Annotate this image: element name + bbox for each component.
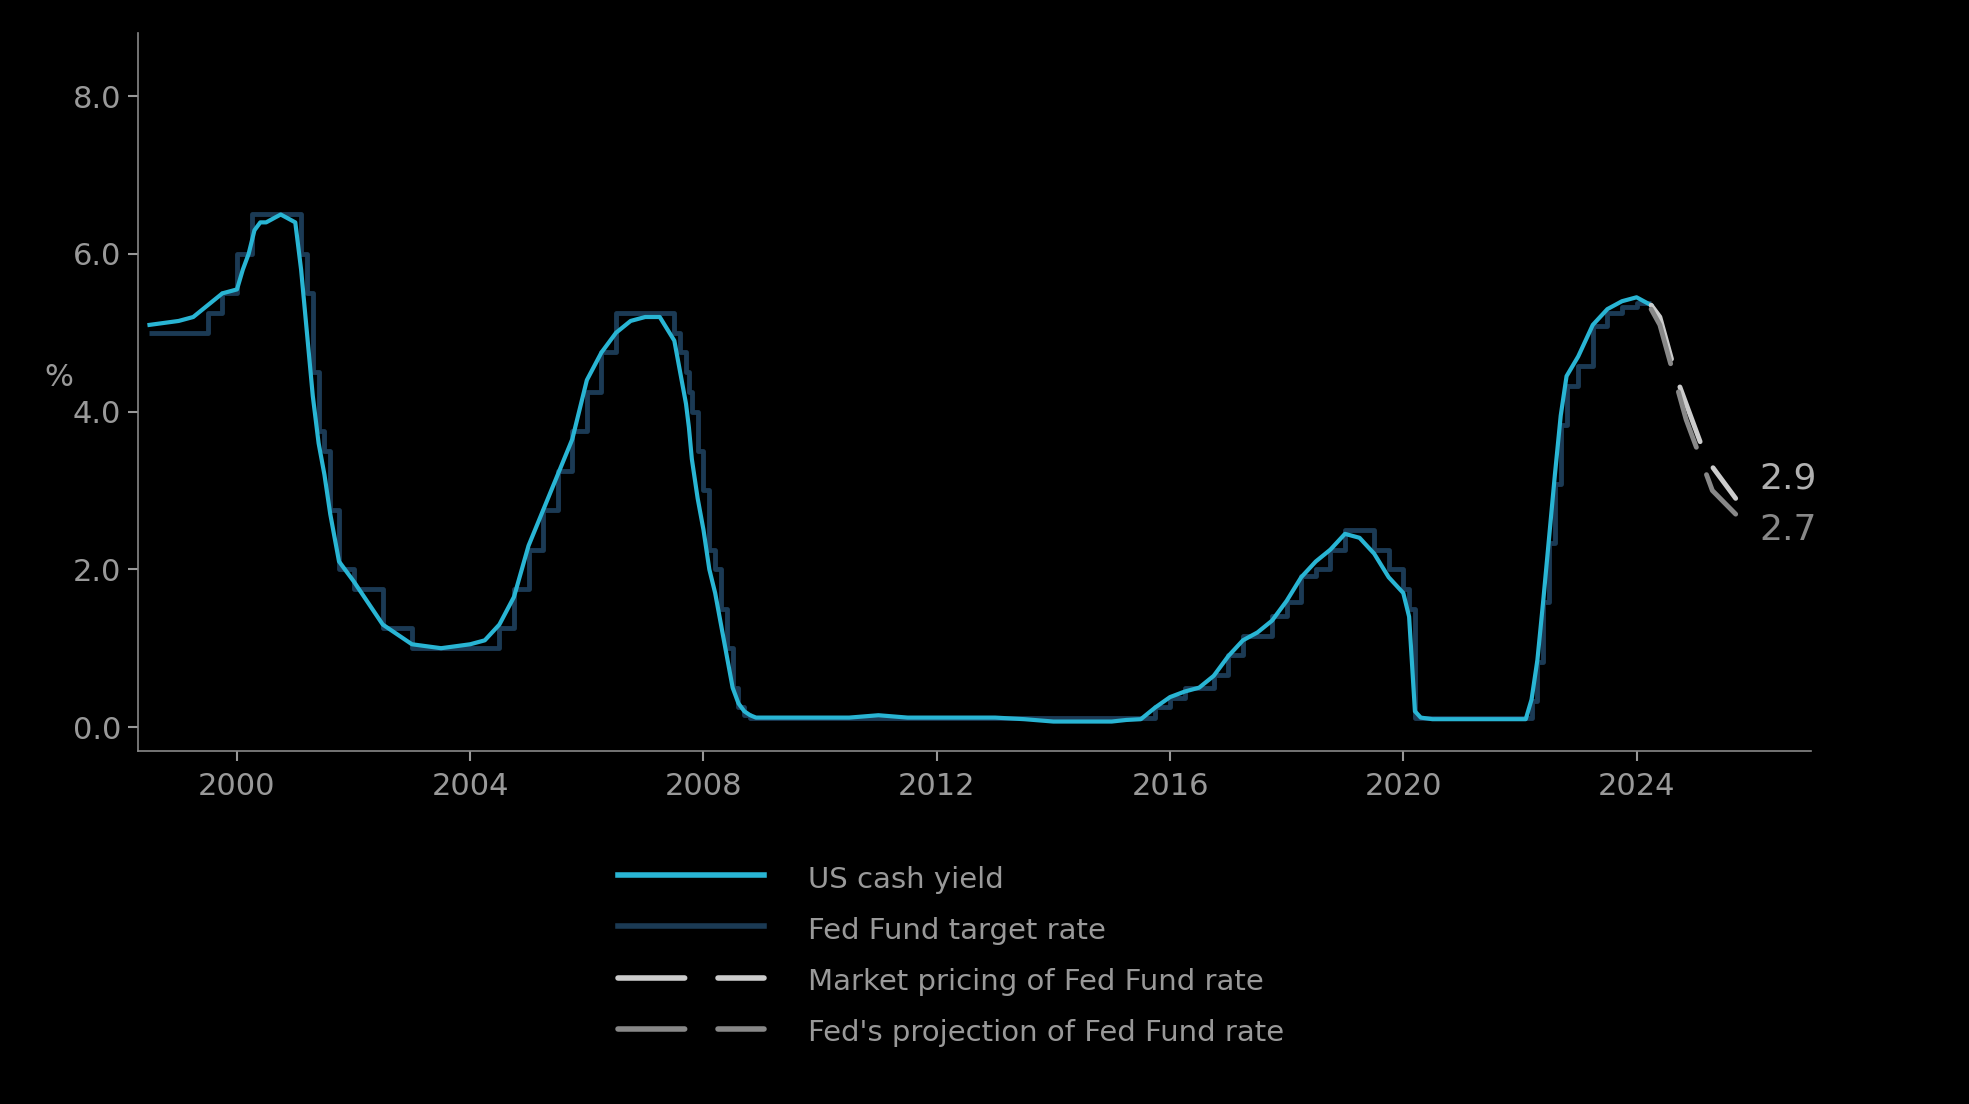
- Market pricing of Fed Fund rate: [1723, 491, 1747, 505]
- Line: US cash yield: US cash yield: [150, 214, 1652, 722]
- Text: 2.9: 2.9: [1758, 461, 1815, 496]
- US cash yield: [284, 215, 307, 229]
- US cash yield: [1398, 611, 1422, 624]
- Market pricing of Fed Fund rate: [1666, 373, 1689, 386]
- Market pricing of Fed Fund rate: [1640, 298, 1664, 311]
- US cash yield: [138, 318, 161, 331]
- Market pricing of Fed Fund rate: [1674, 397, 1697, 411]
- Fed's projection of Fed Fund rate: [1656, 350, 1680, 363]
- Fed Fund target rate: [240, 208, 264, 221]
- Fed Fund target rate: [319, 503, 343, 517]
- US cash yield: [732, 704, 756, 718]
- Fed Fund target rate: [738, 711, 762, 724]
- Fed Fund target rate: [691, 484, 715, 497]
- Fed's projection of Fed Fund rate: [1723, 508, 1747, 521]
- Fed's projection of Fed Fund rate: [1691, 460, 1715, 474]
- Fed's projection of Fed Fund rate: [1640, 302, 1664, 316]
- Line: Fed Fund target rate: Fed Fund target rate: [150, 214, 1652, 718]
- US cash yield: [1526, 654, 1550, 667]
- Fed Fund target rate: [138, 326, 161, 339]
- Market pricing of Fed Fund rate: [1691, 445, 1715, 458]
- US cash yield: [319, 508, 343, 521]
- US cash yield: [1042, 715, 1065, 729]
- US cash yield: [1514, 712, 1538, 725]
- Fed Fund target rate: [1303, 563, 1327, 576]
- Fed Fund target rate: [167, 326, 191, 339]
- Market pricing of Fed Fund rate: [1701, 460, 1725, 474]
- Legend: US cash yield, Fed Fund target rate, Market pricing of Fed Fund rate, Fed's proj: US cash yield, Fed Fund target rate, Mar…: [606, 851, 1296, 1059]
- Fed Fund target rate: [721, 681, 744, 694]
- Fed's projection of Fed Fund rate: [1683, 436, 1707, 449]
- Fed's projection of Fed Fund rate: [1713, 496, 1737, 509]
- Line: Fed's projection of Fed Fund rate: Fed's projection of Fed Fund rate: [1652, 309, 1735, 514]
- Line: Market pricing of Fed Fund rate: Market pricing of Fed Fund rate: [1652, 305, 1735, 498]
- US cash yield: [1640, 298, 1664, 311]
- Fed's projection of Fed Fund rate: [1674, 413, 1697, 426]
- Fed's projection of Fed Fund rate: [1666, 381, 1689, 394]
- Market pricing of Fed Fund rate: [1656, 342, 1680, 355]
- US cash yield: [270, 208, 293, 221]
- Fed Fund target rate: [1319, 543, 1343, 556]
- Text: 2.7: 2.7: [1758, 513, 1817, 546]
- Fed Fund target rate: [1640, 297, 1664, 310]
- Y-axis label: %: %: [45, 363, 73, 392]
- Fed's projection of Fed Fund rate: [1648, 318, 1672, 331]
- Fed's projection of Fed Fund rate: [1701, 484, 1725, 497]
- Market pricing of Fed Fund rate: [1683, 421, 1707, 434]
- Market pricing of Fed Fund rate: [1713, 476, 1737, 489]
- Market pricing of Fed Fund rate: [1648, 310, 1672, 323]
